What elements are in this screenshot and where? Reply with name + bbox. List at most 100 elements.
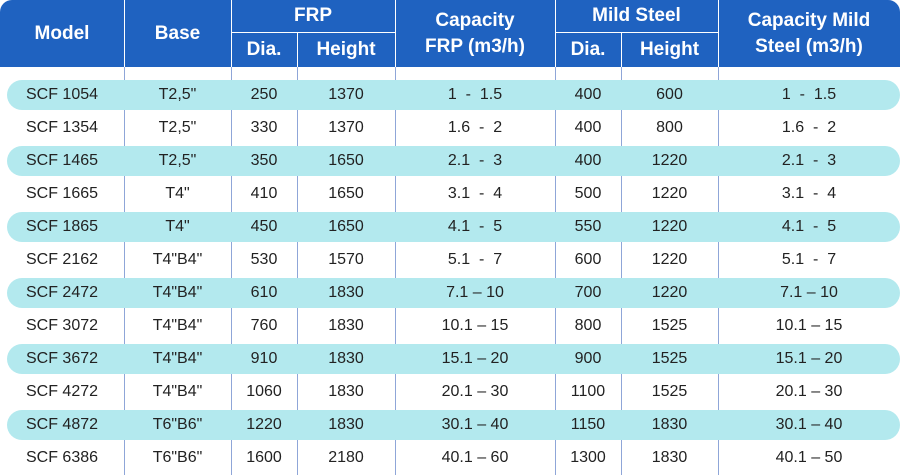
header-divider bbox=[555, 0, 556, 67]
cell-ms-height: 1830 bbox=[651, 415, 688, 433]
cell-frp-dia: 530 bbox=[250, 250, 278, 268]
cell-frp-height: 1830 bbox=[328, 316, 364, 334]
cell-cap-frp: 20.1 – 30 bbox=[441, 382, 509, 400]
cell-ms-height: 1525 bbox=[651, 316, 688, 334]
cell-ms-dia: 400 bbox=[574, 118, 602, 136]
cell-ms-height: 600 bbox=[656, 85, 683, 103]
cell-frp-dia: 450 bbox=[250, 217, 278, 235]
column-divider bbox=[124, 67, 125, 475]
header-capacity-ms: Capacity Mild Steel (m3/h) bbox=[718, 0, 900, 67]
cell-base: T4" bbox=[165, 217, 190, 235]
row-background bbox=[7, 344, 900, 374]
cell-ms-dia: 800 bbox=[574, 316, 602, 334]
cell-ms-dia: 600 bbox=[574, 250, 602, 268]
table-row: SCF 3072 T4"B4" 760 1830 10.1 – 15 800 1525 10.… bbox=[0, 309, 900, 342]
cell-cap-frp: 40.1 – 60 bbox=[441, 448, 509, 466]
cell-ms-height: 800 bbox=[656, 118, 683, 136]
cell-model: SCF 3672 bbox=[25, 349, 99, 367]
cell-model: SCF 4272 bbox=[25, 382, 99, 400]
cell-model: SCF 6386 bbox=[25, 448, 99, 466]
header-divider bbox=[297, 33, 298, 67]
cell-frp-dia: 610 bbox=[250, 283, 278, 301]
cell-ms-dia: 900 bbox=[574, 349, 602, 367]
cell-base: T4"B4" bbox=[152, 283, 203, 301]
cell-frp-height: 1650 bbox=[328, 184, 364, 202]
header-divider bbox=[718, 0, 719, 67]
cell-cap-frp: 15.1 – 20 bbox=[441, 349, 509, 367]
cell-cap-frp: 30.1 – 40 bbox=[441, 415, 509, 433]
cell-base: T2,5" bbox=[158, 118, 197, 136]
cell-cap-ms: 30.1 – 40 bbox=[775, 415, 843, 433]
cell-frp-height: 1830 bbox=[328, 382, 364, 400]
header-frp: FRP bbox=[294, 5, 332, 26]
header-divider bbox=[555, 32, 718, 33]
header-divider bbox=[231, 32, 395, 33]
cell-cap-frp: 1.6 - 2 bbox=[447, 118, 503, 136]
cell-model: SCF 4872 bbox=[25, 415, 99, 433]
cell-model: SCF 1665 bbox=[25, 184, 99, 202]
table-row: SCF 4872 T6"B6" 1220 1830 30.1 – 40 1150 1830 3… bbox=[0, 408, 900, 441]
cell-base: T2,5" bbox=[158, 151, 197, 169]
cell-frp-height: 1830 bbox=[328, 283, 364, 301]
header-frp-dia: Dia. bbox=[246, 39, 282, 60]
header-divider bbox=[124, 0, 125, 67]
cell-frp-dia: 1220 bbox=[246, 415, 282, 433]
cell-cap-ms: 1 - 1.5 bbox=[781, 85, 837, 103]
cell-model: SCF 2472 bbox=[25, 283, 99, 301]
cell-ms-height: 1220 bbox=[651, 184, 688, 202]
cell-cap-frp: 1 - 1.5 bbox=[447, 85, 503, 103]
table-row: SCF 1665 T4" 410 1650 3.1 - 4 500 1220 3.1 - 4 bbox=[0, 177, 900, 210]
column-divider bbox=[231, 67, 232, 475]
cell-frp-dia: 760 bbox=[250, 316, 278, 334]
header-divider bbox=[395, 0, 396, 67]
cell-base: T4"B4" bbox=[152, 349, 203, 367]
cell-cap-ms: 1.6 - 2 bbox=[781, 118, 837, 136]
column-divider bbox=[555, 67, 556, 475]
cell-cap-frp: 3.1 - 4 bbox=[447, 184, 503, 202]
cell-frp-dia: 910 bbox=[250, 349, 278, 367]
cell-ms-dia: 1300 bbox=[570, 448, 606, 466]
cell-cap-frp: 5.1 - 7 bbox=[447, 250, 503, 268]
cell-base: T6"B6" bbox=[152, 448, 203, 466]
cell-base: T6"B6" bbox=[152, 415, 203, 433]
cell-frp-height: 1650 bbox=[328, 151, 364, 169]
cell-model: SCF 1865 bbox=[25, 217, 99, 235]
table-row: SCF 1465 T2,5" 350 1650 2.1 - 3 400 1220 2.1 - … bbox=[0, 144, 900, 177]
cell-cap-frp: 7.1 – 10 bbox=[446, 283, 504, 301]
header-ms-dia: Dia. bbox=[570, 39, 606, 60]
cell-base: T4" bbox=[165, 184, 190, 202]
table-row: SCF 1354 T2,5" 330 1370 1.6 - 2 400 800 1.6 - 2 bbox=[0, 111, 900, 144]
cell-cap-ms: 4.1 - 5 bbox=[781, 217, 837, 235]
table-row: SCF 2472 T4"B4" 610 1830 7.1 – 10 700 1220 7.1 … bbox=[0, 276, 900, 309]
column-divider bbox=[718, 67, 719, 475]
cell-ms-dia: 1100 bbox=[570, 382, 606, 400]
cell-cap-ms: 15.1 – 20 bbox=[775, 349, 843, 367]
header-base: Base bbox=[154, 22, 201, 44]
cell-ms-height: 1220 bbox=[651, 217, 688, 235]
cell-base: T4"B4" bbox=[152, 382, 203, 400]
table-row: SCF 1865 T4" 450 1650 4.1 - 5 550 1220 4.1 - 5 bbox=[0, 210, 900, 243]
table-row: SCF 4272 T4"B4" 1060 1830 20.1 – 30 1100 1525 2… bbox=[0, 375, 900, 408]
header-ms-height: Height bbox=[639, 39, 700, 60]
cell-ms-dia: 400 bbox=[574, 151, 602, 169]
row-background bbox=[7, 212, 900, 242]
table-row: SCF 2162 T4"B4" 530 1570 5.1 - 7 600 1220 5.1 -… bbox=[0, 243, 900, 276]
cell-ms-height: 1525 bbox=[651, 349, 688, 367]
cell-cap-ms: 2.1 - 3 bbox=[781, 151, 837, 169]
column-divider bbox=[395, 67, 396, 475]
cell-ms-height: 1525 bbox=[651, 382, 688, 400]
cell-ms-height: 1220 bbox=[651, 151, 688, 169]
cell-model: SCF 2162 bbox=[25, 250, 99, 268]
cell-ms-dia: 1150 bbox=[570, 415, 606, 433]
row-background bbox=[7, 410, 900, 440]
header-capacity-frp: Capacity FRP (m3/h) bbox=[395, 0, 555, 67]
cell-frp-dia: 330 bbox=[250, 118, 278, 136]
cell-frp-height: 1830 bbox=[328, 349, 364, 367]
cell-base: T4"B4" bbox=[152, 316, 203, 334]
cell-frp-height: 2180 bbox=[328, 448, 364, 466]
cell-frp-height: 1830 bbox=[328, 415, 364, 433]
cell-cap-ms: 10.1 – 15 bbox=[775, 316, 843, 334]
cell-frp-dia: 1060 bbox=[246, 382, 282, 400]
cell-cap-frp: 10.1 – 15 bbox=[441, 316, 509, 334]
cell-cap-ms: 5.1 - 7 bbox=[781, 250, 837, 268]
